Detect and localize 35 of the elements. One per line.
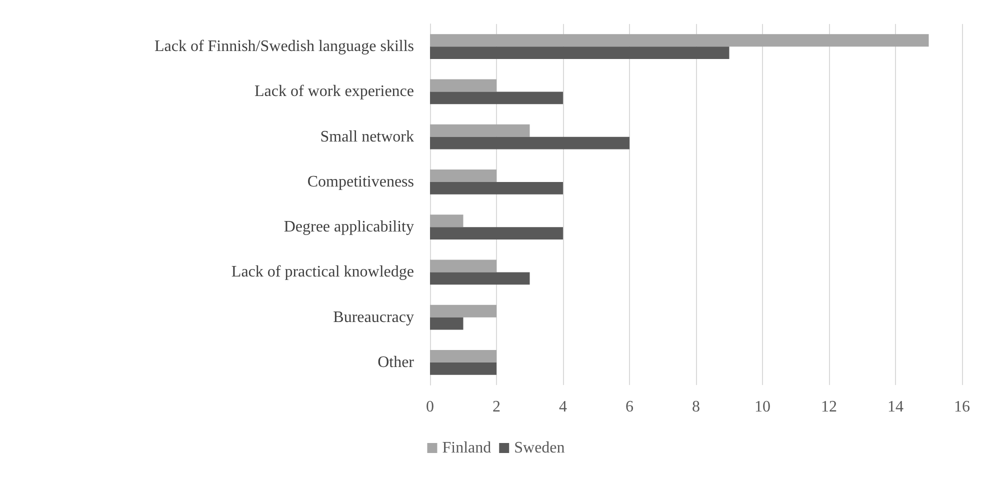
bar <box>430 260 496 272</box>
y-tick-label: Degree applicability <box>284 218 414 236</box>
bar <box>430 227 563 240</box>
bar <box>430 214 464 228</box>
legend-label: Finland <box>442 440 492 456</box>
y-tick-label: Lack of Finnish/Swedish language skills <box>154 38 414 56</box>
x-tick-label: 6 <box>626 398 634 416</box>
x-tick-label: 14 <box>888 398 904 416</box>
bar <box>430 124 530 137</box>
legend-label: Sweden <box>514 440 565 456</box>
y-tick-label: Lack of practical knowledge <box>231 264 414 281</box>
bar <box>430 170 496 182</box>
x-tick-label: 2 <box>492 398 500 416</box>
y-tick-label: Lack of work experience <box>254 83 414 100</box>
x-tick-label: 0 <box>426 398 434 416</box>
x-tick-label: 12 <box>821 398 837 416</box>
bar <box>430 362 496 375</box>
y-tick-label: Small network <box>320 128 414 146</box>
y-tick-label: Bureaucracy <box>333 308 414 326</box>
bar <box>430 79 496 92</box>
bar <box>430 46 730 59</box>
x-tick-label: 10 <box>754 398 770 416</box>
bar <box>430 182 563 194</box>
bar <box>430 317 464 330</box>
x-tick-label: 4 <box>559 398 567 416</box>
bar <box>430 92 563 104</box>
y-tick-label: Other <box>378 354 415 371</box>
bar <box>430 304 496 318</box>
bar <box>430 34 929 47</box>
bar <box>430 136 630 150</box>
bar <box>430 272 530 285</box>
y-tick-label: Competitiveness <box>307 173 414 190</box>
x-tick-label: 8 <box>692 398 700 416</box>
bar <box>430 350 496 362</box>
x-tick-label: 16 <box>954 398 970 416</box>
